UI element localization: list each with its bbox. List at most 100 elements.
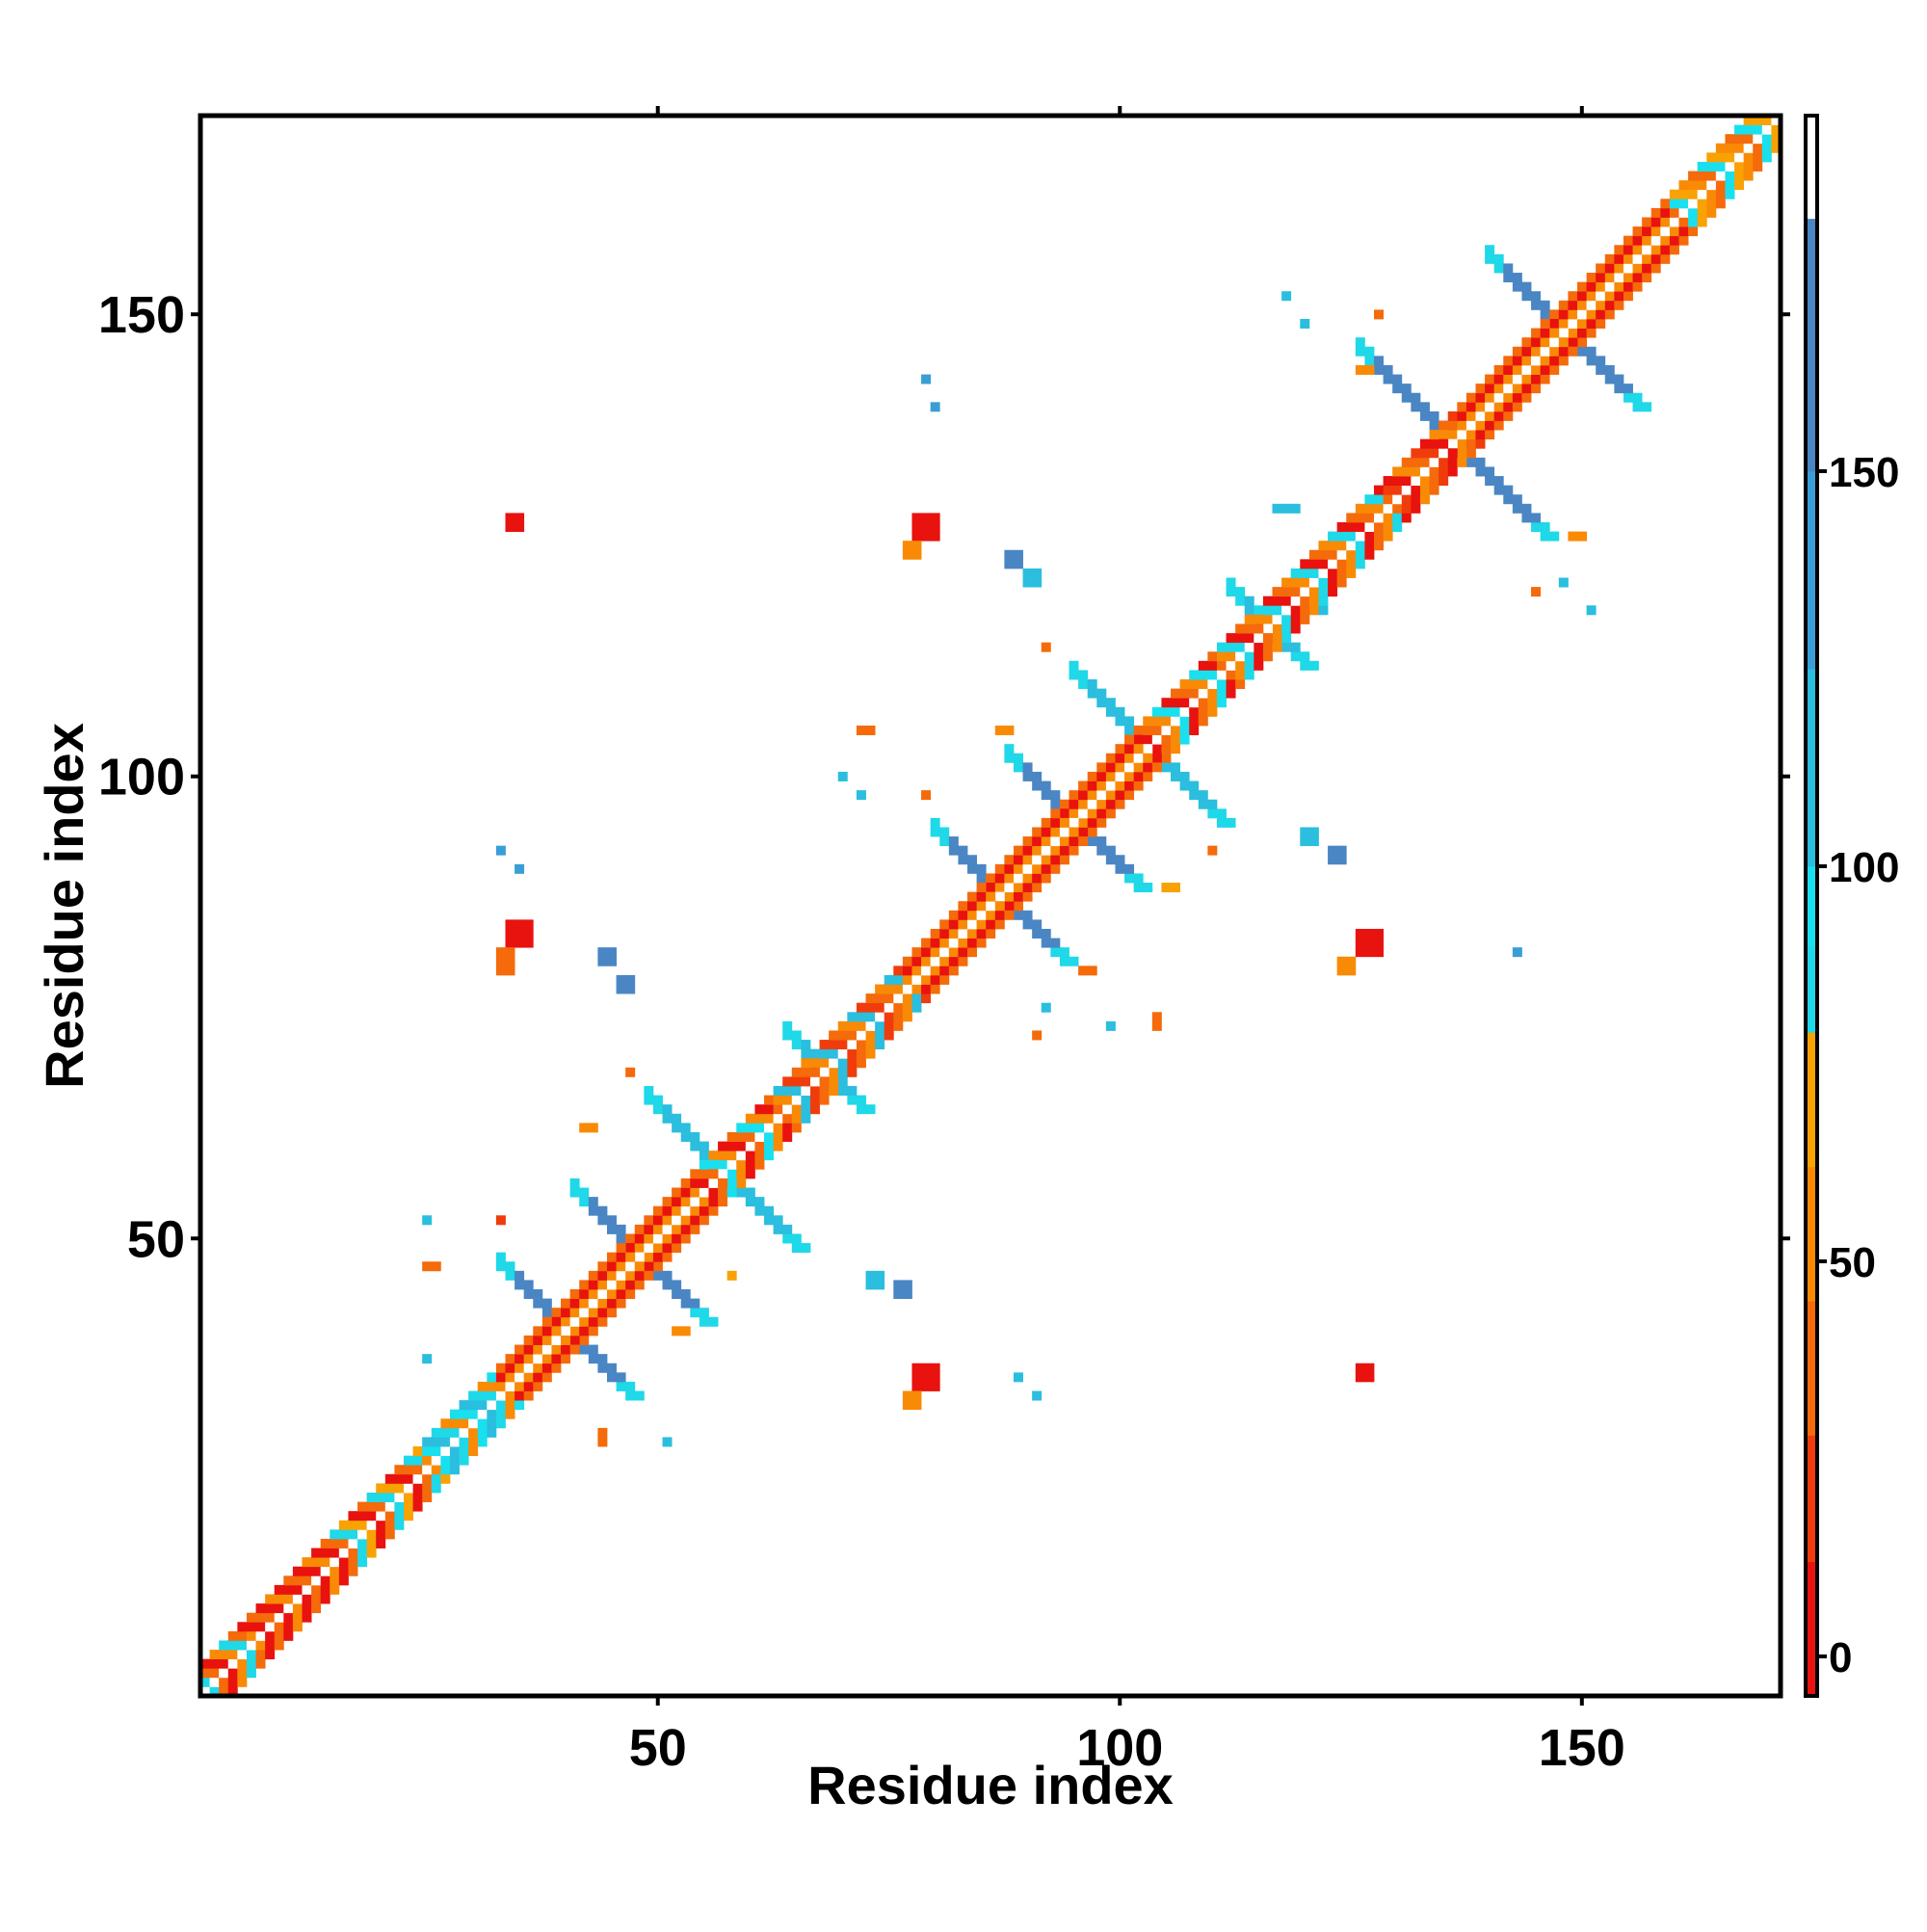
heatmap-cell [791, 1040, 802, 1050]
heatmap-cell [237, 1640, 248, 1651]
heatmap-cell [1300, 660, 1310, 671]
heatmap-cell [930, 513, 940, 523]
heatmap-cell [1642, 402, 1652, 412]
heatmap-cell [1300, 587, 1310, 597]
heatmap-cell [1355, 559, 1365, 569]
heatmap-cell [449, 1446, 460, 1457]
heatmap-cell [1216, 688, 1227, 699]
heatmap-cell [533, 1298, 543, 1309]
heatmap-cell [616, 984, 626, 994]
heatmap-cell [791, 1123, 802, 1133]
heatmap-cell [1013, 845, 1023, 856]
heatmap-cell [1761, 143, 1772, 153]
heatmap-cell [1540, 328, 1550, 338]
heatmap-cell [1105, 790, 1116, 801]
heatmap-cell [440, 1455, 451, 1466]
heatmap-cell [1374, 356, 1384, 366]
heatmap-cell [893, 974, 904, 985]
heatmap-cell [348, 1529, 358, 1540]
heatmap-cell [1429, 410, 1439, 421]
heatmap-cell [921, 521, 932, 532]
heatmap-cell [1346, 568, 1357, 578]
heatmap-cell [1447, 466, 1458, 477]
heatmap-cell [829, 1048, 839, 1059]
heatmap-cell [1493, 410, 1504, 421]
heatmap-cell [1604, 273, 1615, 283]
heatmap-cell [1632, 281, 1643, 292]
heatmap-cell [958, 928, 968, 939]
heatmap-cell [708, 1205, 719, 1216]
heatmap-cell [1355, 938, 1365, 948]
heatmap-cell [551, 1363, 562, 1373]
heatmap-cell [662, 1113, 673, 1124]
heatmap-cell [829, 1040, 839, 1050]
heatmap-cell [1300, 614, 1310, 624]
heatmap-cell [690, 1187, 700, 1198]
heatmap-cell [1521, 384, 1532, 394]
heatmap-cell [1429, 430, 1439, 440]
heatmap-cell [292, 1584, 303, 1595]
heatmap-cell [1308, 549, 1319, 560]
heatmap-cell [1623, 273, 1633, 283]
heatmap-cell [718, 1151, 728, 1161]
heatmap-cell [1171, 706, 1181, 717]
heatmap-cell [1235, 633, 1246, 644]
heatmap-cell [1632, 402, 1643, 412]
heatmap-cell [644, 1215, 654, 1226]
heatmap-cell [227, 1640, 238, 1651]
heatmap-cell [921, 1381, 932, 1391]
heatmap-cell [1734, 171, 1745, 181]
heatmap-cell [680, 1131, 691, 1142]
heatmap-cell [782, 1233, 793, 1244]
heatmap-cell [1411, 448, 1421, 459]
colorbar-band [1806, 669, 1817, 867]
heatmap-cell [1678, 180, 1689, 191]
heatmap-cell [902, 966, 912, 976]
heatmap-cell [930, 1363, 940, 1373]
heatmap-cell [1439, 448, 1449, 459]
heatmap-cell [320, 1557, 330, 1568]
heatmap-cell [1596, 281, 1606, 292]
heatmap-cell [616, 1224, 626, 1234]
heatmap-cell [311, 1575, 322, 1586]
colorbar-band [1806, 1561, 1817, 1697]
heatmap-cell [708, 1151, 719, 1161]
heatmap-cell [302, 1566, 312, 1576]
heatmap-cell [495, 956, 506, 966]
heatmap-cell [1105, 1020, 1116, 1031]
heatmap-cell [274, 1594, 284, 1604]
heatmap-cell [1226, 679, 1236, 690]
heatmap-cell [1355, 1363, 1365, 1373]
heatmap-cell [1493, 374, 1504, 384]
heatmap-cell [1262, 633, 1273, 644]
heatmap-cell [551, 1335, 562, 1345]
heatmap-cell [533, 1326, 543, 1337]
heatmap-cell [569, 1187, 580, 1198]
heatmap-cell [541, 1354, 552, 1364]
heatmap-cell [782, 1020, 793, 1031]
heatmap-cell [1669, 189, 1679, 199]
colorbar-band [1806, 116, 1817, 220]
heatmap-cell [764, 1131, 775, 1142]
heatmap-cell [1078, 817, 1089, 828]
heatmap-cell [1069, 827, 1079, 837]
heatmap-cell [292, 1594, 303, 1604]
heatmap-cell [1013, 549, 1023, 560]
heatmap-cell [1521, 374, 1532, 384]
heatmap-cell [1429, 420, 1439, 431]
heatmap-cell [1124, 790, 1135, 801]
heatmap-cell [292, 1566, 303, 1576]
heatmap-cell [1401, 466, 1412, 477]
heatmap-cell [449, 1465, 460, 1475]
heatmap-cell [1244, 670, 1254, 680]
heatmap-cell [847, 1030, 858, 1041]
heatmap-cell [606, 1372, 617, 1383]
heatmap-cell [1133, 734, 1144, 745]
heatmap-cell [1642, 226, 1652, 237]
heatmap-cell [1503, 364, 1514, 375]
heatmap-cell [1032, 771, 1043, 781]
heatmap-cell [1475, 384, 1486, 394]
heatmap-cell [1171, 883, 1181, 893]
heatmap-cell [644, 1261, 654, 1272]
heatmap-cell [1078, 790, 1089, 801]
